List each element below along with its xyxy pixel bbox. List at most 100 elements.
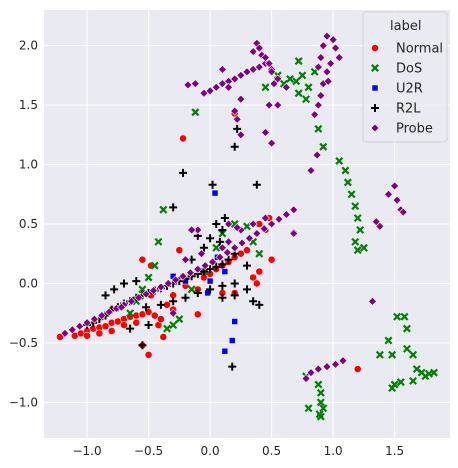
point-probe (392, 195, 402, 205)
legend: label Normal DoS U2R R2L Probe (362, 11, 448, 143)
point-probe (60, 328, 70, 338)
point-r2l (110, 285, 119, 294)
point-r2l (215, 237, 224, 246)
point-r2l (169, 297, 178, 306)
point-r2l (218, 281, 227, 290)
point-dos (150, 261, 159, 270)
x-tick-label: 1.0 (324, 444, 343, 458)
point-dos (402, 344, 411, 353)
point-probe (261, 213, 270, 223)
point-dos (351, 202, 360, 211)
point-probe (230, 74, 240, 84)
point-dos (191, 108, 200, 117)
point-probe (232, 114, 242, 124)
point-probe (313, 62, 323, 72)
point-dos (314, 380, 323, 389)
point-probe (237, 238, 247, 248)
point-normal (255, 267, 264, 276)
point-r2l (255, 300, 264, 309)
point-probe (193, 225, 203, 235)
point-dos (163, 324, 172, 333)
point-probe (232, 223, 242, 232)
point-r2l (230, 291, 239, 300)
y-tick-label: −0.5 (9, 336, 38, 350)
point-probe (312, 150, 322, 160)
point-dos (347, 190, 356, 199)
point-r2l (220, 214, 229, 223)
point-probe (187, 225, 197, 235)
point-probe (328, 35, 338, 45)
x-tick-label: 0.5 (262, 444, 281, 458)
series-probe (60, 31, 408, 383)
point-probe (273, 74, 283, 84)
point-probe (224, 82, 233, 92)
point-probe (318, 41, 328, 51)
point-probe (236, 94, 246, 104)
point-probe (200, 261, 210, 271)
point-probe (254, 62, 264, 72)
point-dos (144, 273, 153, 282)
point-probe (222, 248, 232, 257)
point-r2l (126, 324, 135, 333)
point-probe (215, 252, 225, 262)
point-r2l (144, 321, 153, 330)
point-probe (313, 100, 323, 110)
point-probe (197, 249, 206, 259)
point-probe (75, 321, 85, 331)
y-tick-label: −1.0 (9, 395, 38, 409)
point-r2l (206, 265, 215, 274)
point-dos (400, 312, 409, 321)
point-dos (187, 285, 196, 294)
legend-marker-probe (370, 123, 380, 133)
point-probe (322, 362, 332, 372)
point-dos (302, 95, 311, 104)
point-r2l (212, 262, 221, 271)
point-dos (304, 83, 313, 92)
point-u2r (228, 337, 236, 344)
point-r2l (243, 285, 251, 294)
point-r2l (138, 341, 147, 350)
point-probe (67, 325, 77, 335)
point-normal (159, 333, 168, 341)
point-probe (331, 359, 341, 369)
point-probe (338, 356, 348, 366)
point-probe (149, 286, 158, 296)
point-probe (205, 86, 215, 96)
point-r2l (249, 297, 258, 306)
point-probe (168, 308, 178, 318)
point-probe (185, 268, 195, 278)
point-probe (331, 43, 341, 53)
point-probe (117, 302, 126, 312)
point-r2l (169, 203, 178, 212)
point-dos (343, 178, 352, 187)
point-dos (388, 384, 397, 393)
point-dos (375, 350, 384, 359)
legend-label-u2r: U2R (396, 82, 423, 97)
point-r2l (208, 180, 217, 189)
point-normal (179, 134, 187, 143)
point-probe (245, 233, 254, 243)
y-tick-label: 0.0 (19, 276, 38, 290)
point-probe (267, 138, 277, 148)
point-dos (359, 243, 368, 252)
point-r2l (206, 285, 215, 294)
point-probe (310, 110, 320, 120)
legend-label-probe: Probe (396, 122, 433, 137)
point-dos (409, 350, 418, 359)
point-probe (217, 65, 227, 74)
point-dos (353, 246, 362, 255)
point-dos (409, 376, 418, 385)
point-normal (83, 331, 91, 340)
point-r2l (199, 243, 208, 252)
point-dos (169, 321, 178, 330)
point-r2l (119, 279, 128, 288)
point-probe (90, 314, 99, 324)
point-dos (319, 404, 328, 413)
point-probe (163, 279, 173, 288)
x-tick-label: −0.5 (134, 444, 163, 458)
point-probe (269, 79, 279, 89)
point-dos (356, 225, 365, 234)
point-dos (384, 336, 393, 345)
point-dos (316, 398, 325, 407)
point-probe (97, 311, 107, 320)
